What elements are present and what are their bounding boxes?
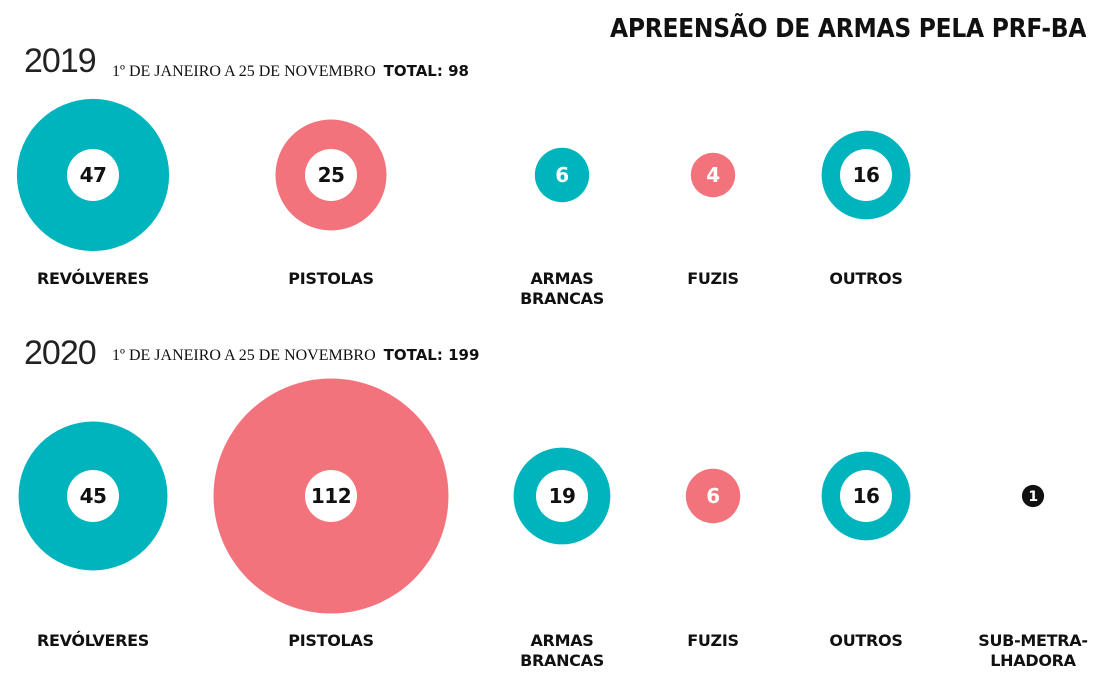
category-label-2019-armas-brancas: BRANCAS bbox=[520, 289, 604, 308]
value-label-2019-rev-lveres: 47 bbox=[80, 163, 107, 187]
category-label-2020-armas-brancas: ARMAS bbox=[530, 631, 593, 650]
value-label-2020-fuzis: 6 bbox=[706, 484, 719, 508]
category-label-2020-sub-metra-lhadora: LHADORA bbox=[990, 651, 1076, 670]
value-label-2019-pistolas: 25 bbox=[318, 163, 345, 187]
category-label-2020-sub-metra-lhadora: SUB-METRA- bbox=[978, 631, 1087, 650]
value-label-2020-rev-lveres: 45 bbox=[80, 484, 107, 508]
value-label-2019-armas-brancas: 6 bbox=[555, 163, 568, 187]
value-label-2019-outros: 16 bbox=[853, 163, 880, 187]
category-label-2019-armas-brancas: ARMAS bbox=[530, 269, 593, 288]
category-label-2020-rev-lveres: REVÓLVERES bbox=[37, 631, 149, 650]
value-label-2020-outros: 16 bbox=[853, 484, 880, 508]
category-label-2020-fuzis: FUZIS bbox=[687, 631, 739, 650]
bubble-2020-fuzis bbox=[685, 468, 741, 524]
period-2019: 1º DE JANEIRO A 25 DE NOVEMBRO TOTAL: 98 bbox=[112, 62, 469, 81]
bubble-center-2019-rev-lveres bbox=[67, 149, 119, 201]
value-label-2020-pistolas: 112 bbox=[311, 484, 351, 508]
chart-title: APREENSÃO DE ARMAS PELA PRF-BA bbox=[610, 14, 1087, 44]
bubble-center-2019-outros bbox=[840, 149, 892, 201]
bubble-2019-armas-brancas bbox=[534, 147, 590, 203]
bubble-center-2019-pistolas bbox=[305, 149, 357, 201]
total-2020: TOTAL: 199 bbox=[383, 346, 480, 364]
category-label-2019-fuzis: FUZIS bbox=[687, 269, 739, 288]
period-2019-text: 1º DE JANEIRO A 25 DE NOVEMBRO bbox=[112, 63, 376, 80]
year-2019-heading: 2019 bbox=[24, 42, 97, 80]
category-label-2020-armas-brancas: BRANCAS bbox=[520, 651, 604, 670]
bubble-center-2020-outros bbox=[840, 470, 892, 522]
period-2020: 1º DE JANEIRO A 25 DE NOVEMBRO TOTAL: 19… bbox=[112, 346, 479, 365]
category-label-2019-rev-lveres: REVÓLVERES bbox=[37, 269, 149, 288]
bubble-center-2020-armas-brancas bbox=[536, 470, 588, 522]
bubble-center-2020-pistolas bbox=[305, 470, 357, 522]
bubble-center-2020-rev-lveres bbox=[67, 470, 119, 522]
category-label-2019-pistolas: PISTOLAS bbox=[288, 269, 373, 288]
value-label-2019-fuzis: 4 bbox=[706, 163, 719, 187]
category-label-2020-pistolas: PISTOLAS bbox=[288, 631, 373, 650]
total-2019: TOTAL: 98 bbox=[383, 62, 469, 80]
bubble-2020-sub-metra-lhadora bbox=[1021, 484, 1045, 508]
category-label-2019-outros: OUTROS bbox=[829, 269, 902, 288]
bubble-2019-fuzis bbox=[690, 152, 736, 198]
value-label-2020-sub-metra-lhadora: 1 bbox=[1028, 489, 1037, 505]
value-label-2020-armas-brancas: 19 bbox=[549, 484, 576, 508]
period-2020-text: 1º DE JANEIRO A 25 DE NOVEMBRO bbox=[112, 347, 376, 364]
category-label-2020-outros: OUTROS bbox=[829, 631, 902, 650]
year-2020-heading: 2020 bbox=[24, 334, 97, 372]
